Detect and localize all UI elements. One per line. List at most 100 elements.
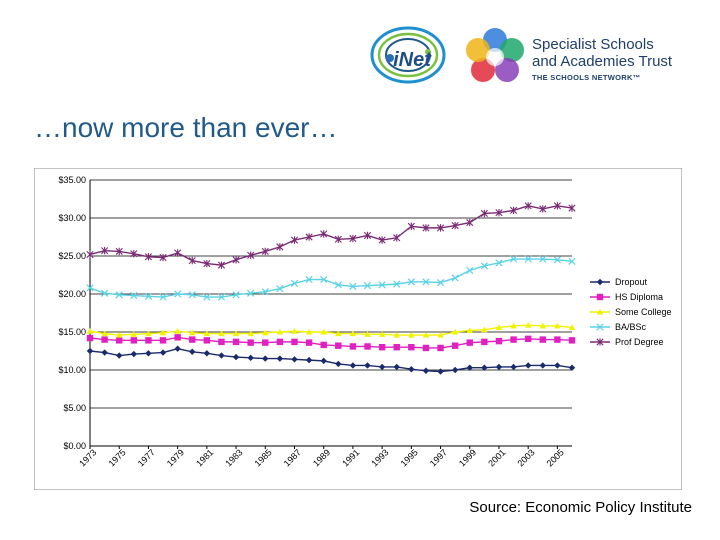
data-point-dropout (364, 362, 371, 369)
data-point-some-college (378, 331, 386, 337)
data-point-some-college (320, 328, 327, 335)
data-point-some-college (291, 328, 298, 334)
series-hs-diploma (86, 334, 576, 352)
data-point-prof-degree (363, 231, 372, 240)
data-point-prof-degree (480, 209, 488, 218)
data-point-hs-diploma (159, 337, 167, 344)
data-point-ba-bsc (144, 292, 153, 300)
series-dropout (86, 345, 576, 375)
legend-layer: Dropout HS Diploma Some College BA/BSc Prof … (590, 277, 672, 347)
data-point-ba-bsc (100, 289, 109, 297)
data-point-ba-bsc (261, 288, 269, 296)
data-point-some-college (510, 322, 517, 329)
legend-marker (596, 278, 604, 286)
data-point-prof-degree (174, 249, 182, 257)
data-point-some-college (495, 324, 503, 330)
data-point-prof-degree (407, 222, 415, 231)
data-point-hs-diploma (349, 343, 357, 350)
legend-label: HS Diploma (615, 292, 663, 302)
data-point-some-college (262, 329, 269, 336)
data-point-hs-diploma (116, 337, 123, 344)
slide-title: …now more than ever… (34, 112, 338, 143)
data-point-dropout (116, 352, 123, 359)
data-point-prof-degree (495, 208, 503, 217)
series-line-hs-diploma (89, 336, 573, 349)
data-point-dropout (554, 362, 561, 369)
data-point-prof-degree (568, 204, 576, 212)
data-point-ba-bsc (247, 289, 255, 297)
legend-marker (596, 293, 604, 301)
data-point-some-college (276, 328, 284, 335)
data-point-dropout (305, 356, 313, 364)
data-point-ba-bsc (480, 262, 488, 270)
data-point-some-college (159, 329, 167, 336)
data-point-hs-diploma (335, 342, 342, 349)
data-point-some-college (568, 324, 576, 330)
data-point-some-college (101, 330, 108, 337)
data-point-dropout (145, 350, 152, 357)
data-point-some-college (437, 331, 444, 338)
data-point-ba-bsc (451, 274, 459, 282)
data-point-hs-diploma (247, 339, 254, 346)
data-point-prof-degree (232, 256, 240, 264)
data-point-hs-diploma (364, 343, 371, 350)
data-point-dropout (422, 367, 430, 374)
series-layer (86, 202, 576, 375)
data-point-prof-degree (290, 236, 299, 244)
data-point-hs-diploma (218, 338, 225, 346)
data-point-hs-diploma (539, 336, 546, 343)
series-prof-degree (86, 202, 576, 269)
data-point-some-college (408, 331, 415, 338)
data-point-ba-bsc (174, 290, 182, 298)
data-point-prof-degree (320, 230, 328, 238)
data-point-hs-diploma (305, 339, 313, 346)
legend-item-prof-degree: Prof Degree (590, 337, 664, 347)
data-point-prof-degree (115, 247, 123, 256)
data-point-hs-diploma (393, 344, 400, 351)
data-point-ba-bsc (290, 279, 299, 287)
data-point-ba-bsc (130, 291, 138, 300)
data-point-some-college (451, 328, 459, 335)
data-point-some-college (247, 330, 254, 337)
inet-logo-text: iNet (393, 49, 432, 71)
data-point-ba-bsc (553, 256, 562, 264)
data-point-some-college (335, 330, 342, 337)
inet-logo: iNet (368, 24, 458, 86)
data-point-hs-diploma (130, 337, 138, 344)
data-point-hs-diploma (437, 344, 444, 352)
ssat-name-line1: Specialist Schools (532, 36, 654, 53)
y-tick-label: $35.00 (58, 175, 86, 185)
data-point-prof-degree (393, 234, 401, 242)
data-point-prof-degree (159, 253, 167, 262)
data-point-ba-bsc (276, 285, 284, 293)
data-point-dropout (524, 362, 532, 369)
data-point-dropout (335, 360, 342, 368)
data-point-hs-diploma (262, 339, 269, 346)
data-point-prof-degree (305, 233, 313, 241)
series-line-dropout (89, 348, 573, 373)
legend-label: Prof Degree (615, 337, 664, 347)
data-point-prof-degree (553, 202, 561, 210)
data-point-dropout (408, 366, 415, 373)
data-point-dropout (262, 355, 269, 362)
wage-chart: $0.00 $5.00 $10.00 $15.00 $20.00 $25.00 $30.00… (33, 167, 683, 491)
data-point-ba-bsc (495, 259, 503, 267)
data-point-dropout (451, 366, 459, 374)
data-point-hs-diploma (101, 336, 108, 343)
y-tick-label: $30.00 (58, 213, 86, 223)
data-point-prof-degree (378, 236, 386, 244)
y-tick-label: $25.00 (58, 251, 86, 261)
ssat-flower-icon (462, 28, 528, 84)
data-point-ba-bsc (509, 255, 518, 263)
data-point-hs-diploma (145, 337, 152, 344)
data-point-hs-diploma (408, 344, 415, 351)
data-point-ba-bsc (188, 291, 196, 299)
legend-label: BA/BSc (615, 322, 647, 332)
data-point-some-college (86, 328, 94, 334)
y-tick-label: $20.00 (58, 289, 86, 299)
data-point-prof-degree (524, 202, 532, 210)
data-point-ba-bsc (320, 275, 328, 284)
data-point-some-college (232, 330, 240, 337)
data-point-hs-diploma (568, 337, 576, 344)
data-point-prof-degree (451, 221, 459, 230)
